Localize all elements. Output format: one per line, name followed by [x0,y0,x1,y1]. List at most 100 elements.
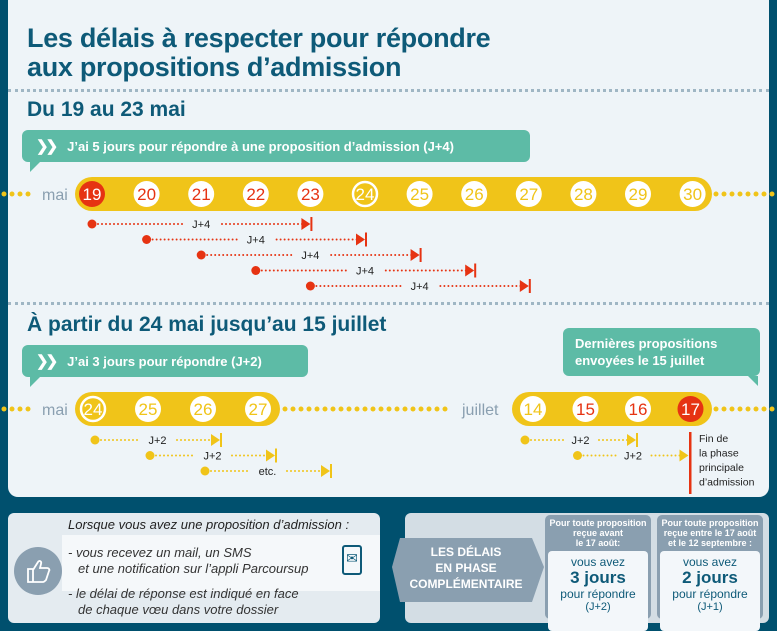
arrow-dot [290,254,293,256]
arrow-dot [196,439,198,441]
day-label: 26 [465,185,484,204]
day-circle [520,396,546,422]
arrow-dot [263,454,265,457]
arrow-label: J+2 [203,451,221,463]
arrow-dot [204,439,206,441]
arrow-dot [280,269,283,272]
timeline-section2: mai juillet 24 25 26 27 14 15 16 17 J+2 J+2 etc. J+2 J… [1,392,775,494]
dotted-line-dot [753,191,759,197]
arrow-dot [163,238,166,241]
day-circle [245,396,271,422]
arrow-dot [181,223,183,225]
dotted-line-dot [362,406,368,412]
arrow-dot [303,238,306,241]
arrow-dot [366,254,369,256]
dotted-line-dot [290,406,296,412]
arrow-dot [335,238,338,241]
arrow-dot [270,254,273,256]
arrow-dot [402,254,405,256]
arrow-dot [262,254,265,256]
section2-heading: À partir du 24 mai jusqu’au 15 juillet [27,313,387,336]
arrow-label: J+2 [571,435,589,447]
section1-heading: Du 19 au 23 mai [27,98,186,121]
arrow-dot [241,223,243,225]
arrow-dot [253,223,255,225]
arrow-dot [279,238,282,241]
info-line: de chaque vœu dans votre dossier [78,602,279,617]
arrow-dot [242,254,245,256]
day-label: 17 [681,400,700,419]
card-head-line: Pour toute proposition [661,518,759,528]
arrow-dot [108,439,110,441]
arrow-dot [288,269,291,272]
arrow-dot [606,454,609,457]
section2-banner: ❯❯ J’ai 3 jours pour répondre (J+2) [22,345,308,377]
arrow-end-bar [330,464,332,478]
arrow-dot [344,269,347,272]
arrow-dot [428,269,431,272]
dotted-line-dot [418,406,424,412]
arrow-dot [392,269,395,272]
dotted-line-dot [338,406,344,412]
arrow-dot [538,439,540,441]
arrow-dot [226,254,229,256]
arrow-dot [387,285,390,287]
arrow-dot [125,223,127,225]
arrow-end-bar [220,433,222,447]
arrow-dot [610,454,613,457]
arrow-dot [238,254,241,256]
day-label: 27 [249,400,268,419]
arrow-dot [291,238,294,241]
arrow-dot [208,439,210,441]
arrow-dot [230,254,233,256]
arrow-dot [331,285,334,287]
arrow-dot [229,223,231,225]
arrow-dot [650,454,653,457]
day-circle [242,181,269,207]
arrow-dot [299,238,302,241]
arrow-dot [100,439,102,441]
arrow-dot [151,238,154,241]
arrow-head [266,449,275,462]
arrow-dot [340,269,343,272]
complementary-label: LES DÉLAIS EN PHASE COMPLÉMENTAIRE [395,544,537,592]
arrow-dot [149,223,151,225]
arrow-end-bar [636,433,638,447]
day-circle [351,180,379,208]
arrow-dot [618,439,620,441]
arrow-dot [542,439,544,441]
arrow-dot [495,285,498,287]
arrow-start-dot [305,281,315,291]
day-label: 22 [246,185,265,204]
day-label: 27 [519,185,538,204]
arrow-dot [117,223,119,225]
arrow-dot [226,470,228,472]
page-title: Les délais à respecter pour répondre aux … [27,24,491,82]
arrow-dot [167,454,169,457]
end-note-line: principale [699,462,744,474]
dotted-line-dot [330,406,336,412]
arrow-dot [221,223,223,225]
arrow-dot [451,285,454,287]
note-line: envoyées le 15 juillet [575,353,705,368]
arrow-dot [112,439,114,441]
arrow-dot [443,285,446,287]
dotted-line-dot [370,406,376,412]
arrow-dot [132,439,134,441]
arrow-start-dot [196,250,206,260]
day-label: 25 [139,400,158,419]
day-circle [677,396,704,422]
day-circle [406,181,433,207]
arrow-dot [242,470,244,472]
arrow-dot [276,269,279,272]
arrow-dot [285,223,287,225]
banner-text: J’ai 5 jours pour répondre à une proposi… [67,138,454,154]
card-post: pour répondre [560,587,636,601]
arrow-dot [296,269,299,272]
arrow-dot [268,269,271,272]
arrow-dot [590,454,593,457]
dotted-line-dot [729,406,735,412]
month-label: juillet [461,402,499,419]
arrow-dot [416,269,419,272]
title-line: aux propositions d’admission [27,52,402,82]
